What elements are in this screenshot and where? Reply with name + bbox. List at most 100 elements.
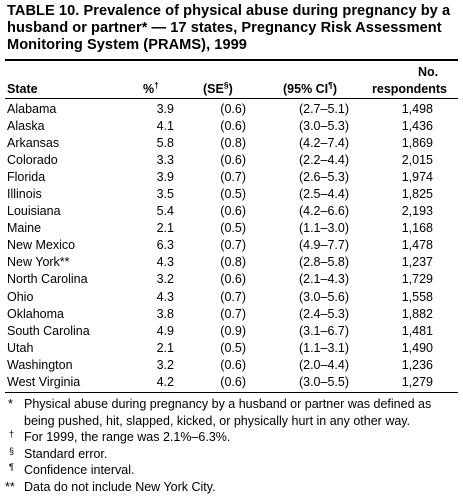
se-cell: (0.6): [220, 357, 246, 372]
header-respondents: respondents: [372, 82, 448, 96]
table-row: Illinois 3.5 (0.5) (2.5–4.4) 1,825: [5, 186, 458, 203]
percent-cell: 3.8: [156, 306, 174, 321]
state-cell: Louisiana: [7, 204, 61, 219]
header-se-label: (SE: [203, 82, 224, 96]
state-cell: Alabama: [7, 102, 57, 117]
header-percent-footnote-mark: †: [154, 79, 159, 90]
percent-cell: 6.3: [156, 238, 174, 253]
ci-cell: (4.2–7.4): [298, 136, 349, 151]
se-cell: (0.6): [220, 272, 246, 287]
header-ci-footnote-mark: ¶: [328, 79, 333, 90]
table-row: Alabama 3.9 (0.6) (2.7–5.1) 1,498: [5, 101, 458, 118]
footnote: § Standard error.: [7, 446, 459, 463]
state-cell: South Carolina: [7, 323, 90, 338]
state-cell: Maine: [7, 221, 42, 236]
se-cell: (0.8): [220, 136, 246, 151]
percent-cell: 2.1: [156, 340, 174, 355]
respondents-cell: 1,498: [401, 102, 433, 117]
state-cell: Colorado: [7, 153, 58, 168]
respondents-cell: 1,279: [401, 374, 433, 389]
footnote-mark: **: [5, 479, 15, 494]
percent-cell: 5.8: [156, 136, 174, 151]
state-cell: Alaska: [7, 119, 45, 134]
footnotes: * Physical abuse during pregnancy by a hu…: [5, 396, 459, 495]
state-cell: Oklahoma: [7, 306, 64, 321]
se-cell: (0.7): [220, 170, 246, 185]
ci-cell: (4.9–7.7): [298, 238, 349, 253]
table-row: Arkansas 5.8 (0.8) (4.2–7.4) 1,869: [5, 135, 458, 152]
respondents-cell: 1,729: [401, 272, 433, 287]
respondents-cell: 2,193: [401, 204, 433, 219]
table-row: New York** 4.3 (0.8) (2.8–5.8) 1,237: [5, 254, 458, 271]
state-cell: Washington: [7, 357, 73, 372]
se-cell: (0.6): [220, 204, 246, 219]
ci-cell: (2.6–5.3): [298, 170, 349, 185]
percent-cell: 4.2: [156, 374, 174, 389]
state-cell: Utah: [7, 340, 34, 355]
respondents-cell: 1,825: [401, 187, 433, 202]
footnote-mark: *: [8, 397, 13, 411]
respondents-cell: 1,237: [401, 255, 433, 270]
state-cell: New York**: [7, 255, 70, 270]
respondents-cell: 1,436: [401, 119, 433, 134]
header-no: No.: [418, 65, 439, 79]
percent-cell: 4.1: [156, 119, 174, 134]
ci-cell: (3.1–6.7): [298, 323, 349, 338]
ci-cell: (2.0–4.4): [298, 357, 349, 372]
ci-cell: (2.8–5.8): [298, 255, 349, 270]
state-cell: Illinois: [7, 187, 42, 202]
se-cell: (0.9): [220, 323, 246, 338]
percent-cell: 3.5: [156, 187, 174, 202]
se-cell: (0.6): [220, 102, 246, 117]
ci-cell: (2.7–5.1): [298, 102, 349, 117]
se-cell: (0.5): [220, 340, 246, 355]
ci-cell: (1.1–3.0): [298, 221, 349, 236]
respondents-cell: 2,015: [401, 153, 433, 168]
percent-cell: 3.3: [156, 153, 174, 168]
ci-cell: (1.1–3.1): [298, 340, 349, 355]
percent-cell: 3.9: [156, 102, 174, 117]
header-rule: [5, 98, 458, 99]
table-row: New Mexico 6.3 (0.7) (4.9–7.7) 1,478: [5, 237, 458, 254]
footnote-text: Physical abuse during pregnancy by a hus…: [24, 397, 432, 428]
footnote-text: For 1999, the range was 2.1%–6.3%.: [24, 430, 231, 444]
header-ci-close: ): [332, 82, 338, 96]
se-cell: (0.7): [220, 238, 246, 253]
state-cell: New Mexico: [7, 238, 76, 253]
percent-cell: 3.2: [156, 272, 174, 287]
se-cell: (0.8): [220, 255, 246, 270]
footnote-mark: ¶: [9, 462, 14, 472]
footnote: ¶ Confidence interval.: [7, 462, 459, 479]
state-cell: West Virginia: [7, 374, 81, 389]
state-cell: Florida: [7, 170, 46, 185]
footnote-text: Confidence interval.: [24, 463, 135, 477]
ci-cell: (3.0–5.5): [298, 374, 349, 389]
se-cell: (0.6): [220, 374, 246, 389]
percent-cell: 2.1: [156, 221, 174, 236]
ci-cell: (2.2–4.4): [298, 153, 349, 168]
header-percent: %†: [143, 81, 159, 97]
respondents-cell: 1,490: [401, 340, 433, 355]
ci-cell: (2.5–4.4): [298, 187, 349, 202]
se-cell: (0.6): [220, 153, 246, 168]
table-row: Oklahoma 3.8 (0.7) (2.4–5.3) 1,882: [5, 306, 458, 323]
ci-cell: (3.0–5.3): [298, 119, 349, 134]
respondents-cell: 1,168: [401, 221, 433, 236]
table-row: Florida 3.9 (0.7) (2.6–5.3) 1,974: [5, 169, 458, 186]
respondents-cell: 1,478: [401, 238, 433, 253]
header-ci: (95% CI¶): [283, 81, 337, 97]
state-cell: Ohio: [7, 289, 34, 304]
header-se-close: ): [228, 82, 233, 96]
footnote-text: Data do not include New York City.: [24, 479, 216, 494]
ci-cell: (2.4–5.3): [298, 306, 349, 321]
se-cell: (0.6): [220, 119, 246, 134]
data-table: Alabama 3.9 (0.6) (2.7–5.1) 1,498 Alaska 4.1 (0…: [5, 101, 458, 391]
table-row: Colorado 3.3 (0.6) (2.2–4.4) 2,015: [5, 152, 458, 169]
state-cell: North Carolina: [7, 272, 88, 287]
table-row: Utah 2.1 (0.5) (1.1–3.1) 1,490: [5, 340, 458, 357]
table-row: Ohio 4.3 (0.7) (3.0–5.6) 1,558: [5, 289, 458, 306]
state-cell: Arkansas: [7, 136, 60, 151]
bottom-rule: [5, 392, 458, 393]
ci-cell: (4.2–6.6): [298, 204, 349, 219]
